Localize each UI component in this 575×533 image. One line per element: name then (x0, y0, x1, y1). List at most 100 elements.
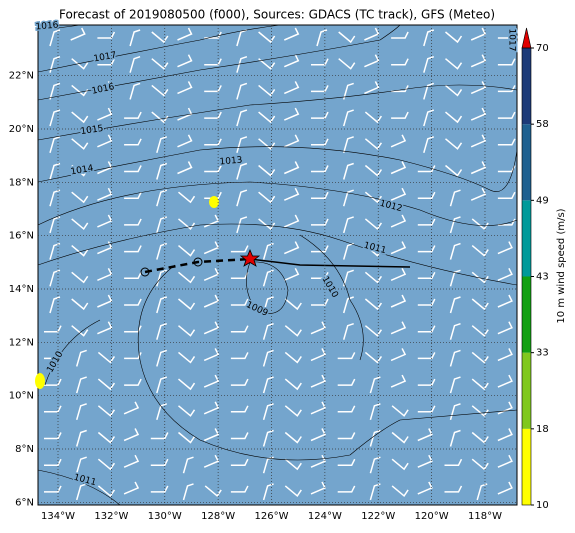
wind-barb (471, 378, 489, 391)
wind-barb (262, 376, 274, 394)
wind-barb (44, 432, 62, 440)
wind-barb (49, 269, 61, 287)
wind-barb (204, 191, 222, 199)
wind-barb (391, 85, 409, 93)
wind-barb (391, 458, 409, 471)
wind-barb (284, 54, 300, 68)
wind-barb (445, 31, 463, 44)
wind-barb (342, 82, 354, 100)
lat-tick-label: 6°N (15, 497, 34, 508)
wind-barb (310, 374, 327, 388)
wind-barb (470, 81, 487, 95)
wind-barb (151, 58, 169, 70)
wind-barb (391, 431, 409, 444)
wind-barb (445, 84, 463, 97)
wind-barb (236, 55, 248, 73)
wind-barb (337, 485, 356, 493)
wind-barb (445, 58, 463, 70)
wind-barb (262, 349, 274, 367)
wind-barb (97, 134, 113, 148)
colorbar-tick-label: 33 (536, 348, 549, 359)
wind-barb (342, 296, 354, 314)
wind-barb (258, 164, 276, 177)
wind-barb (151, 31, 169, 44)
wind-barb (342, 136, 354, 154)
wind-barb (204, 165, 222, 173)
wind-barb (97, 107, 113, 121)
wind-barb (262, 269, 274, 287)
wind-barb (177, 81, 193, 95)
wind-barb (497, 374, 513, 388)
wind-barb (44, 405, 62, 413)
wind-barb (177, 27, 193, 41)
wind-barb (390, 321, 407, 335)
wind-barb (337, 458, 356, 466)
wind-barb (390, 294, 407, 308)
isobars (37, 24, 518, 506)
wind-barb (311, 245, 329, 253)
lon-tick-label: 134°W (41, 511, 75, 522)
colorbar: 10 18 33 43 49 58 70 (521, 27, 549, 511)
wind-barb (258, 111, 276, 124)
wind-barb (417, 454, 433, 468)
wind-barb (311, 191, 329, 199)
wind-barb (449, 242, 461, 260)
wind-barb (236, 29, 248, 47)
wind-barb (178, 431, 196, 444)
wind-barb (123, 428, 140, 442)
wind-barb (150, 485, 169, 493)
wind-barb (423, 109, 435, 127)
wind-barb (258, 31, 276, 44)
wind-barb (364, 218, 383, 231)
wind-barb (284, 27, 300, 41)
wind-barb (124, 245, 142, 253)
wind-barb (230, 245, 249, 253)
wind-barb (230, 405, 249, 413)
wind-barb (342, 269, 354, 287)
wind-barb (311, 138, 329, 146)
lat-tick-label: 22°N (9, 71, 34, 82)
wind-barb (262, 403, 274, 421)
wind-barb (445, 164, 463, 177)
wind-barb (182, 483, 194, 501)
colorbar-segment (522, 352, 531, 429)
wind-barb (203, 401, 220, 415)
wind-barb (178, 271, 196, 284)
wind-barb (311, 218, 329, 226)
wind-barb (49, 136, 61, 154)
wind-barb (124, 325, 142, 333)
contour-label: 1016 (35, 20, 59, 32)
colorbar-extend (521, 27, 532, 49)
wind-barb (156, 322, 168, 340)
wind-barb (178, 405, 196, 417)
wind-barb (449, 189, 461, 207)
wind-barb (391, 405, 409, 417)
wind-barb (97, 351, 116, 364)
wind-barb (449, 322, 461, 340)
wind-barb (178, 325, 196, 337)
wind-barb (97, 378, 116, 391)
wind-barb (311, 165, 329, 173)
wind-barb (97, 321, 113, 335)
wind-barb (497, 267, 513, 281)
wind-barb (364, 164, 383, 177)
wind-barb (124, 271, 142, 280)
wind-barb (204, 138, 222, 146)
wind-barb (390, 134, 407, 148)
wind-barb (337, 405, 356, 413)
wind-barb (150, 458, 169, 466)
wind-barb (75, 456, 87, 474)
wind-barb (497, 85, 516, 93)
wind-barb (97, 458, 116, 471)
wind-barb (449, 296, 461, 314)
wind-barb (497, 348, 513, 362)
wind-barb (177, 161, 193, 175)
wind-barb (364, 325, 383, 337)
wind-barb (391, 111, 409, 119)
colorbar-segment (522, 428, 531, 505)
wind-barb (71, 58, 89, 70)
wind-barb (449, 349, 461, 367)
lon-tick-label: 128°W (201, 511, 235, 522)
wind-barb (123, 481, 140, 495)
colorbar-tick-label: 58 (536, 119, 549, 130)
